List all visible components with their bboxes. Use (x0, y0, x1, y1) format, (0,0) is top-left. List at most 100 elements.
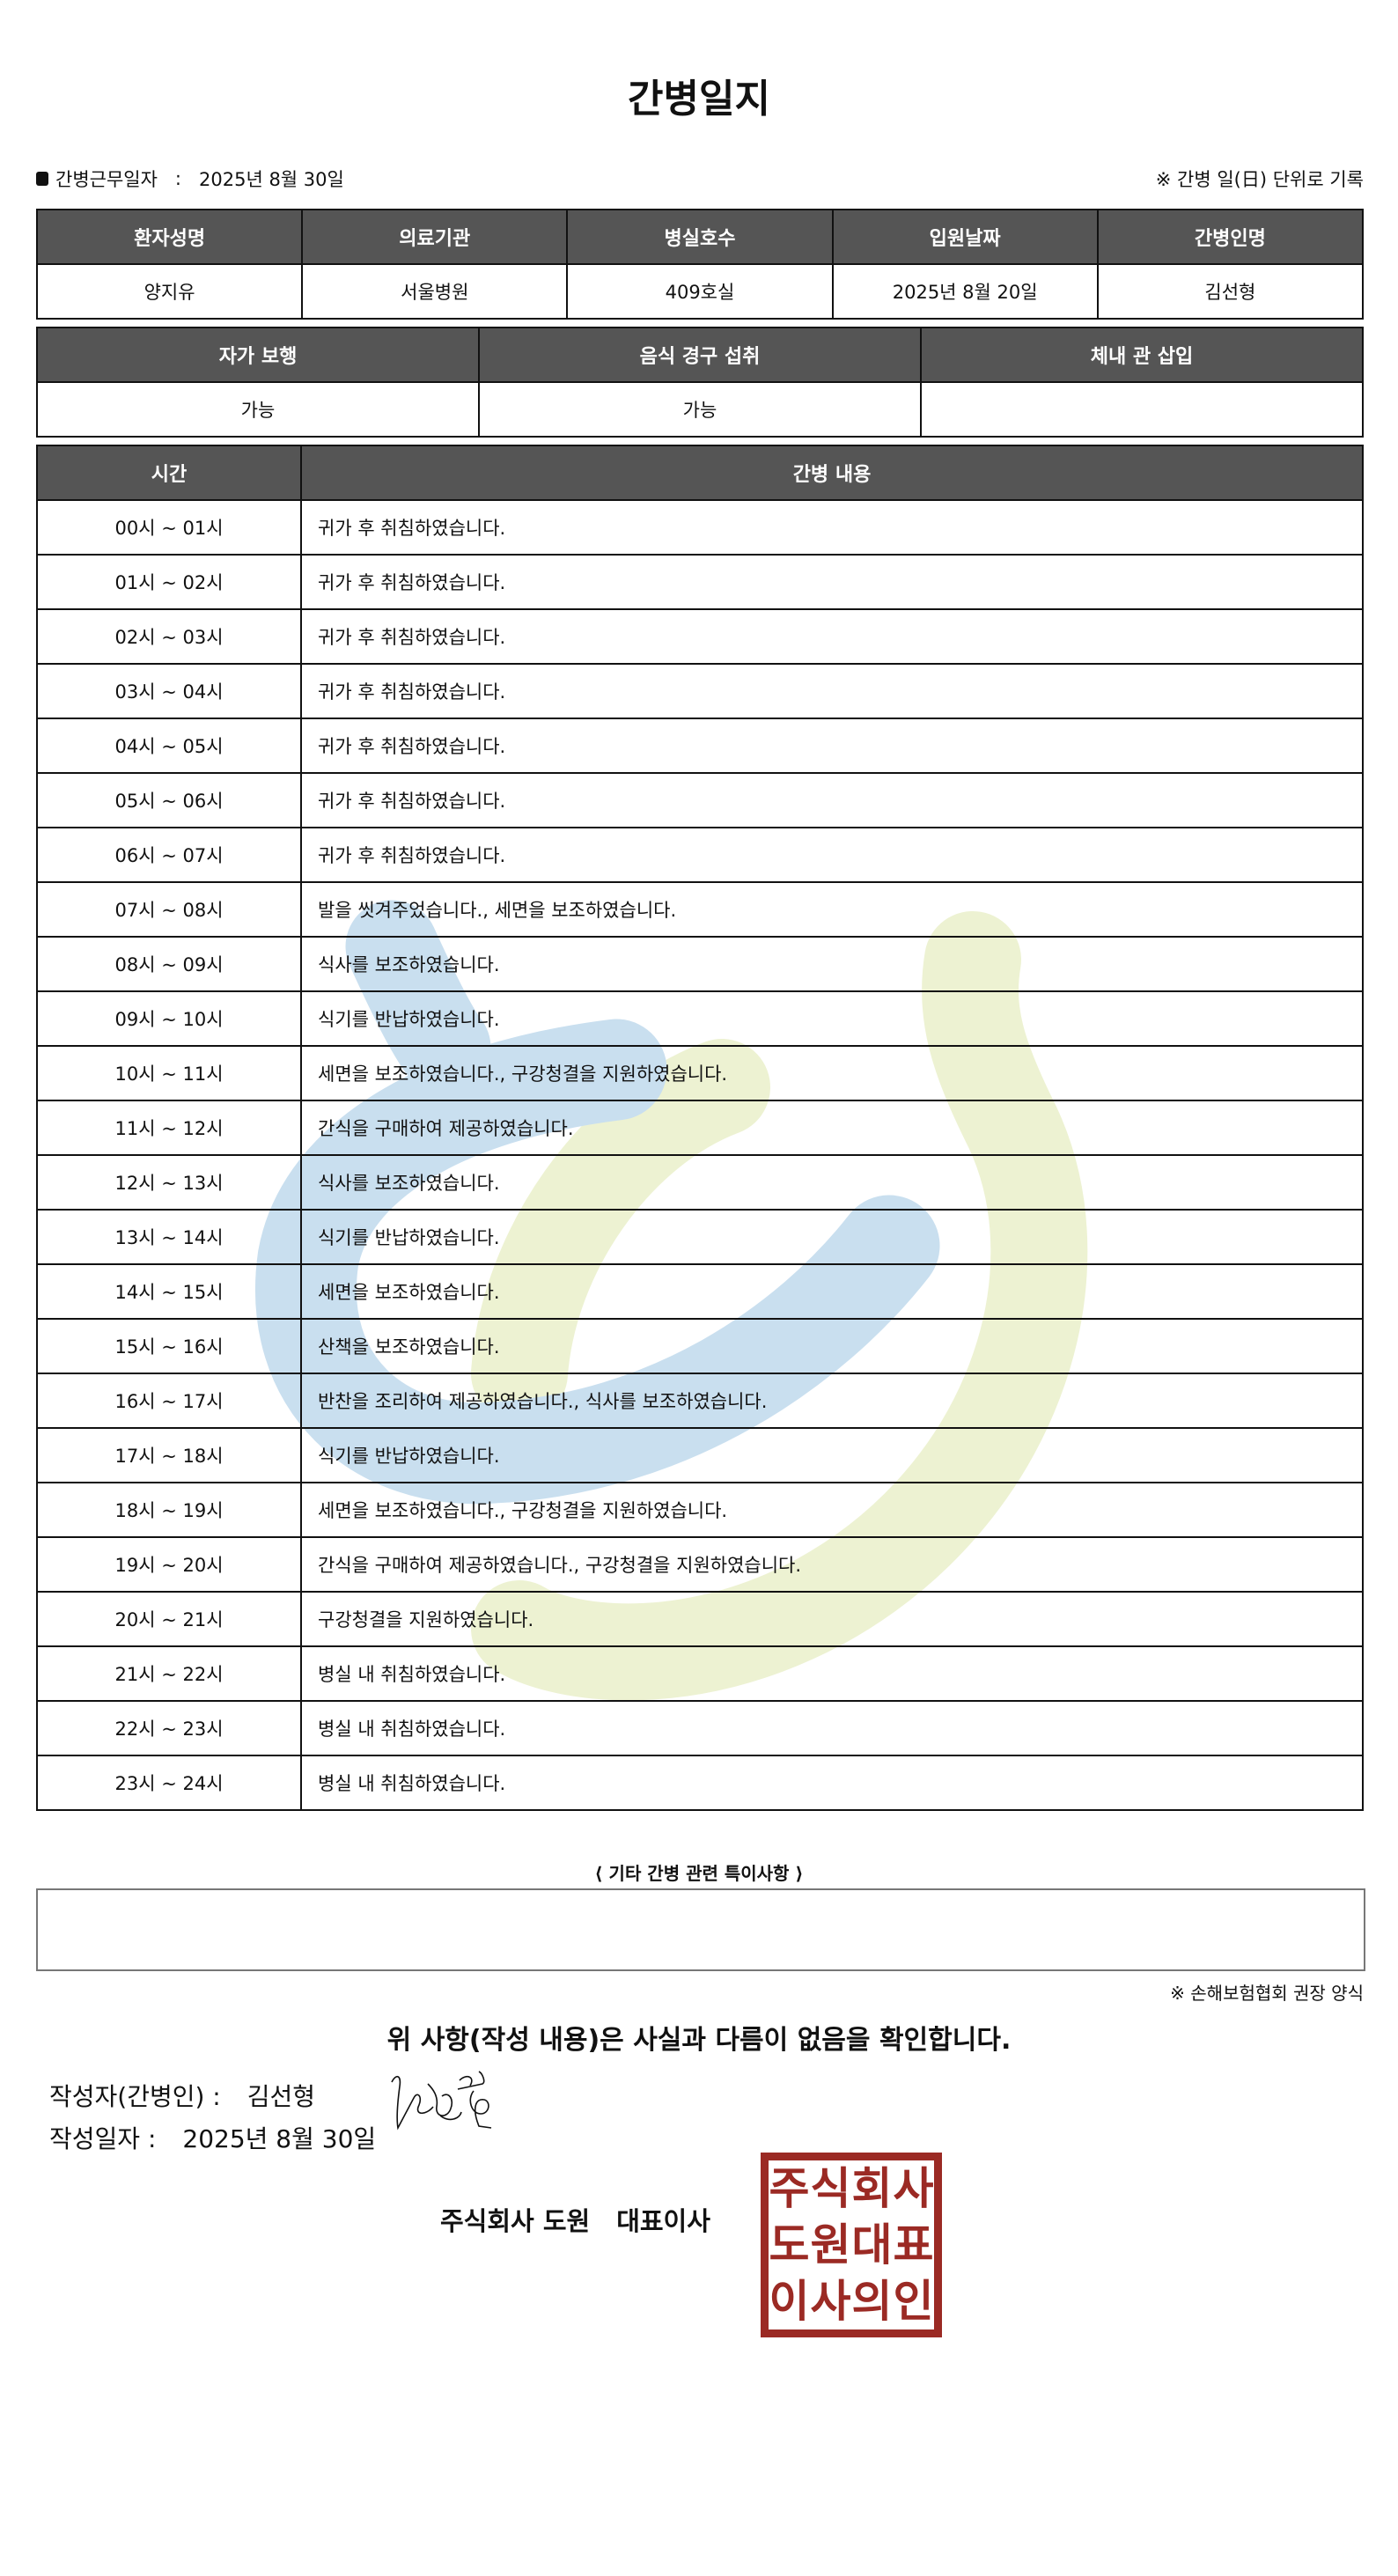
time-cell: 13시 ~ 14시 (36, 1209, 302, 1265)
stamp-character: 대 (851, 2219, 893, 2271)
table-row: 08시 ~ 09시 식사를 보조하였습니다. (36, 936, 1364, 992)
stamp-character: 회 (851, 2163, 893, 2214)
form-note: ※ 손해보험협회 권장 양식 (1170, 1983, 1364, 2004)
time-cell: 23시 ~ 24시 (36, 1755, 302, 1811)
self-walking: 가능 (36, 381, 480, 438)
work-date-value: 2025년 8월 30일 (199, 169, 344, 190)
stamp-character: 식 (810, 2163, 851, 2214)
care-content-cell: 귀가 후 취침하였습니다. (300, 499, 1364, 556)
table-row: 04시 ~ 05시 귀가 후 취침하였습니다. (36, 718, 1364, 774)
time-cell: 04시 ~ 05시 (36, 718, 302, 774)
record-note: ※ 간병 일(日) 단위로 기록 (1155, 169, 1364, 190)
stamp-character: 인 (893, 2276, 934, 2327)
care-content-cell: 병실 내 취침하였습니다. (300, 1645, 1364, 1702)
time-cell: 09시 ~ 10시 (36, 990, 302, 1047)
care-content-cell: 간식을 구매하여 제공하였습니다. (300, 1100, 1364, 1156)
written-date: 작성일자 : 2025년 8월 30일 (49, 2120, 376, 2155)
header-caregiver-name: 간병인명 (1096, 209, 1365, 265)
header-tube-insertion: 체내 관 삽입 (920, 327, 1364, 383)
table-row: 05시 ~ 06시 귀가 후 취침하였습니다. (36, 772, 1364, 828)
header-hospital: 의료기관 (301, 209, 569, 265)
care-content-cell: 식사를 보조하였습니다. (300, 1154, 1364, 1211)
table-row: 17시 ~ 18시 식기를 반납하였습니다. (36, 1427, 1364, 1483)
stamp-character: 원 (810, 2219, 851, 2271)
writer-label: 작성자(간병인) : (49, 2082, 221, 2111)
care-content-cell: 구강청결을 지원하였습니다. (300, 1591, 1364, 1647)
table-row: 10시 ~ 11시 세면을 보조하였습니다., 구강청결을 지원하였습니다. (36, 1045, 1364, 1101)
care-content-cell: 산책을 보조하였습니다. (300, 1318, 1364, 1374)
table-row: 23시 ~ 24시 병실 내 취침하였습니다. (36, 1755, 1364, 1811)
notes-label: ⟨ 기타 간병 관련 특이사항 ⟩ (594, 1863, 804, 1884)
care-content-cell: 세면을 보조하였습니다., 구강청결을 지원하였습니다. (300, 1482, 1364, 1538)
work-date-label: 간병근무일자 (55, 169, 158, 190)
work-date: 간병근무일자 : 2025년 8월 30일 (36, 166, 344, 192)
room: 409호실 (566, 263, 834, 320)
time-cell: 07시 ~ 08시 (36, 881, 302, 938)
care-content-cell: 식기를 반납하였습니다. (300, 1209, 1364, 1265)
time-cell: 14시 ~ 15시 (36, 1263, 302, 1320)
admission-date: 2025년 8월 20일 (831, 263, 1099, 320)
time-cell: 02시 ~ 03시 (36, 608, 302, 665)
care-content-cell: 귀가 후 취침하였습니다. (300, 827, 1364, 883)
time-cell: 21시 ~ 22시 (36, 1645, 302, 1702)
care-content-cell: 식기를 반납하였습니다. (300, 1427, 1364, 1483)
written-date-label: 작성일자 : (49, 2124, 157, 2153)
table-row: 18시 ~ 19시 세면을 보조하였습니다., 구강청결을 지원하였습니다. (36, 1482, 1364, 1538)
time-cell: 22시 ~ 23시 (36, 1700, 302, 1756)
writer-name: 김선형 (246, 2082, 316, 2111)
table-row: 20시 ~ 21시 구강청결을 지원하였습니다. (36, 1591, 1364, 1647)
time-cell: 05시 ~ 06시 (36, 772, 302, 828)
care-content-cell: 발을 씻겨주었습니다., 세면을 보조하였습니다. (300, 881, 1364, 938)
tube-insertion (920, 381, 1364, 438)
company-role: 대표이사 (616, 2206, 710, 2236)
time-cell: 12시 ~ 13시 (36, 1154, 302, 1211)
care-content-cell: 세면을 보조하였습니다. (300, 1263, 1364, 1320)
table-row: 00시 ~ 01시 귀가 후 취침하였습니다. (36, 499, 1364, 556)
status-table: 자가 보행 음식 경구 섭취 체내 관 삽입 가능 가능 (36, 327, 1364, 438)
time-cell: 15시 ~ 16시 (36, 1318, 302, 1374)
patient-table: 환자성명 의료기관 병실호수 입원날짜 간병인명 양지유 서울병원 409호실 … (35, 209, 1365, 320)
table-row: 12시 ~ 13시 식사를 보조하였습니다. (36, 1154, 1364, 1211)
time-cell: 08시 ~ 09시 (36, 936, 302, 992)
care-content-cell: 세면을 보조하였습니다., 구강청결을 지원하였습니다. (300, 1045, 1364, 1101)
care-content-cell: 귀가 후 취침하였습니다. (300, 663, 1364, 719)
table-row: 22시 ~ 23시 병실 내 취침하였습니다. (36, 1700, 1364, 1756)
written-date-value: 2025년 8월 30일 (182, 2124, 377, 2153)
time-cell: 00시 ~ 01시 (36, 499, 302, 556)
care-content-cell: 귀가 후 취침하였습니다. (300, 718, 1364, 774)
table-row: 06시 ~ 07시 귀가 후 취침하였습니다. (36, 827, 1364, 883)
table-row: 11시 ~ 12시 간식을 구매하여 제공하였습니다. (36, 1100, 1364, 1156)
care-content-cell: 귀가 후 취침하였습니다. (300, 554, 1364, 610)
hospital: 서울병원 (301, 263, 569, 320)
table-row: 19시 ~ 20시 간식을 구매하여 제공하였습니다., 구강청결을 지원하였습니… (36, 1536, 1364, 1593)
time-cell: 18시 ~ 19시 (36, 1482, 302, 1538)
time-cell: 01시 ~ 02시 (36, 554, 302, 610)
stamp-character: 표 (893, 2219, 934, 2271)
table-row: 15시 ~ 16시 산책을 보조하였습니다. (36, 1318, 1364, 1374)
writer: 작성자(간병인) : 김선형 (49, 2078, 315, 2113)
page-title: 간병일지 (628, 77, 770, 121)
time-cell: 03시 ~ 04시 (36, 663, 302, 719)
care-content-cell: 병실 내 취침하였습니다. (300, 1755, 1364, 1811)
patient-name: 양지유 (35, 263, 304, 320)
time-cell: 10시 ~ 11시 (36, 1045, 302, 1101)
header-patient-name: 환자성명 (35, 209, 304, 265)
header-care-content: 간병 내용 (300, 445, 1364, 501)
confirmation-statement: 위 사항(작성 내용)은 사실과 다름이 없음을 확인합니다. (386, 2025, 1012, 2056)
signature (391, 2071, 492, 2131)
care-log-table: 시간 간병 내용 00시 ~ 01시 귀가 후 취침하였습니다. 01시 ~ 02시… (36, 445, 1364, 1811)
table-row: 01시 ~ 02시 귀가 후 취침하였습니다. (36, 554, 1364, 610)
time-cell: 11시 ~ 12시 (36, 1100, 302, 1156)
table-row: 07시 ~ 08시 발을 씻겨주었습니다., 세면을 보조하였습니다. (36, 881, 1364, 938)
notes-box (36, 1888, 1365, 1971)
care-content-cell: 식기를 반납하였습니다. (300, 990, 1364, 1047)
care-content-cell: 식사를 보조하였습니다. (300, 936, 1364, 992)
table-row: 13시 ~ 14시 식기를 반납하였습니다. (36, 1209, 1364, 1265)
table-row: 09시 ~ 10시 식기를 반납하였습니다. (36, 990, 1364, 1047)
stamp-character: 이 (769, 2276, 810, 2327)
time-cell: 20시 ~ 21시 (36, 1591, 302, 1647)
table-row: 02시 ~ 03시 귀가 후 취침하였습니다. (36, 608, 1364, 665)
care-content-cell: 병실 내 취침하였습니다. (300, 1700, 1364, 1756)
work-date-separator: : (174, 168, 181, 189)
